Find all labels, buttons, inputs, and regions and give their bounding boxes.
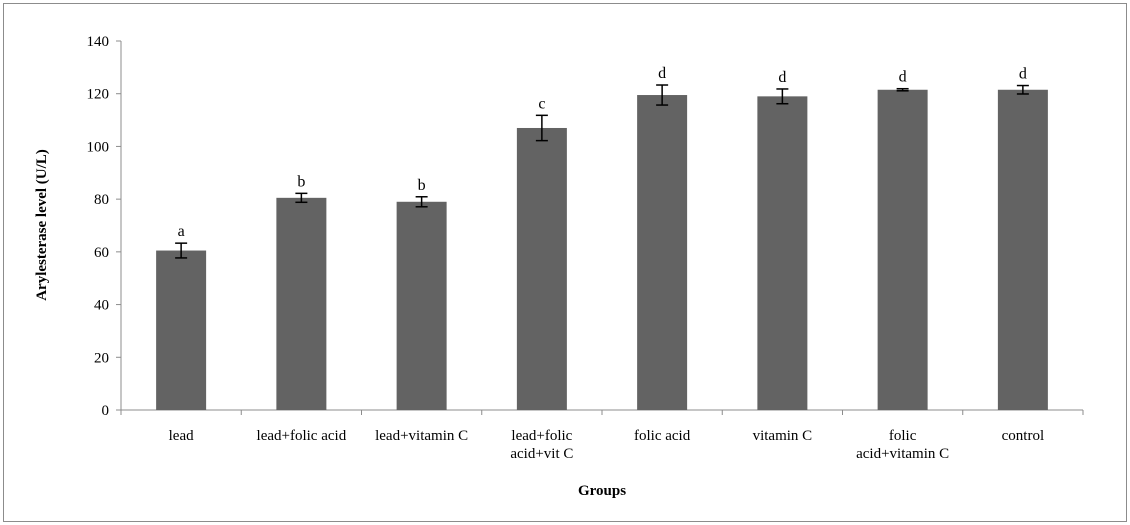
y-tick-label: 120 <box>87 87 110 103</box>
x-tick-label: folic acid <box>634 428 691 444</box>
y-tick-label: 80 <box>94 192 109 208</box>
x-tick-labels: lead lead+folic acid lead+vitamin C lead+fo… <box>169 428 1044 462</box>
bar <box>997 89 1048 410</box>
x-tick-label: lead+folic acid <box>257 428 347 444</box>
bar <box>156 250 207 410</box>
bar <box>396 201 447 410</box>
significance-letter: d <box>778 69 786 86</box>
y-tick-label: 100 <box>87 139 110 155</box>
x-tick-label: lead+folic acid+vit C <box>510 428 573 462</box>
y-tick-label: 140 <box>87 34 110 50</box>
significance-letter: d <box>658 65 666 82</box>
x-tick-label: vitamin C <box>753 428 813 444</box>
x-tick-label: folic acid+vitamin C <box>856 428 949 462</box>
x-axis-ticks <box>120 410 1084 415</box>
y-axis-ticks: 0 20 40 60 80 100 120 140 <box>87 34 121 419</box>
significance-letter: b <box>297 173 305 190</box>
error-bars <box>175 84 1029 259</box>
significance-letter: d <box>899 69 907 86</box>
y-tick-label: 40 <box>94 298 109 314</box>
significance-letter: b <box>418 177 426 194</box>
y-axis-title: Arylesterase level (U/L) <box>34 149 50 301</box>
significance-letter: c <box>538 95 545 112</box>
x-tick-label: lead+vitamin C <box>375 428 468 444</box>
y-tick-label: 60 <box>94 245 109 261</box>
significance-letter: a <box>178 223 185 240</box>
significance-letters: a b b c d d d d <box>178 65 1027 240</box>
bar <box>757 96 808 410</box>
x-tick-label: control <box>1002 428 1045 444</box>
significance-letter: d <box>1019 66 1027 83</box>
bar <box>276 197 327 410</box>
y-tick-label: 0 <box>102 403 110 419</box>
x-axis-title: Groups <box>578 483 626 499</box>
y-tick-label: 20 <box>94 350 109 366</box>
x-tick-label: lead <box>169 428 194 444</box>
bar <box>516 127 567 410</box>
bar <box>637 95 688 411</box>
bars <box>156 89 1048 411</box>
bar <box>877 89 928 410</box>
